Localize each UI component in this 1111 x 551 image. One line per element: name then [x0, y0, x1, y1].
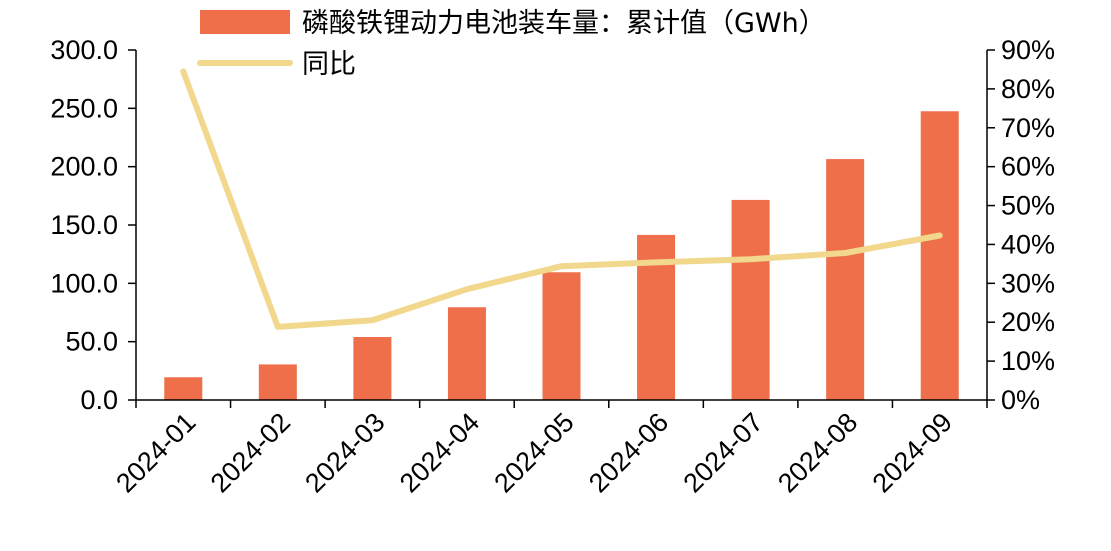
x-tick-label: 2024-07: [678, 407, 769, 498]
right-y-tick-label: 10%: [1001, 346, 1055, 376]
right-y-ticks: 0% 10% 20% 30% 40% 50% 60% 70% 80% 90%: [1001, 35, 1055, 415]
right-y-tick-label: 30%: [1001, 268, 1055, 298]
right-y-tick-label: 40%: [1001, 229, 1055, 259]
legend-bar-swatch: [200, 10, 290, 34]
x-tick-label: 2024-04: [394, 407, 485, 498]
left-y-tick-label: 0.0: [80, 385, 118, 415]
left-y-tick-label: 100.0: [50, 268, 118, 298]
right-y-tick-label: 0%: [1001, 385, 1040, 415]
left-y-tick-label: 250.0: [50, 93, 118, 123]
bar: [447, 307, 486, 400]
yoy-line: [180, 68, 943, 330]
x-tick-label: 2024-03: [299, 407, 390, 498]
right-y-tick-label: 20%: [1001, 307, 1055, 337]
x-tick-label: 2024-06: [583, 407, 674, 498]
bar: [258, 364, 297, 400]
bar: [826, 159, 865, 400]
right-y-tick-label: 90%: [1001, 35, 1055, 65]
x-tick-label: 2024-05: [488, 407, 579, 498]
bar: [542, 272, 581, 400]
right-y-tick-label: 60%: [1001, 152, 1055, 182]
bar: [731, 199, 770, 400]
bar: [353, 337, 392, 400]
left-y-tick-label: 150.0: [50, 210, 118, 240]
line-layer: [180, 68, 943, 330]
axes-layer: [128, 49, 995, 408]
x-tick-label: 2024-09: [867, 407, 958, 498]
bar: [164, 377, 203, 400]
x-tick-label: 2024-01: [110, 407, 201, 498]
left-y-tick-label: 50.0: [65, 327, 118, 357]
left-y-tick-label: 300.0: [50, 35, 118, 65]
x-tick-label: 2024-02: [205, 407, 296, 498]
left-y-ticks: 0.0 50.0 100.0 150.0 200.0 250.0 300.0: [50, 35, 118, 415]
right-y-tick-label: 80%: [1001, 74, 1055, 104]
legend-line-label: 同比: [302, 49, 356, 80]
legend-bar-label: 磷酸铁锂动力电池装车量：累计值（GWh）: [302, 8, 826, 39]
bar: [920, 111, 959, 400]
left-y-tick-label: 200.0: [50, 152, 118, 182]
right-y-tick-label: 70%: [1001, 113, 1055, 143]
right-y-tick-label: 50%: [1001, 191, 1055, 221]
x-ticks: 2024-01 2024-02 2024-03 2024-04 2024-05 2024-…: [110, 407, 958, 498]
legend: 磷酸铁锂动力电池装车量：累计值（GWh） 同比: [197, 8, 826, 80]
x-tick-label: 2024-08: [772, 407, 863, 498]
